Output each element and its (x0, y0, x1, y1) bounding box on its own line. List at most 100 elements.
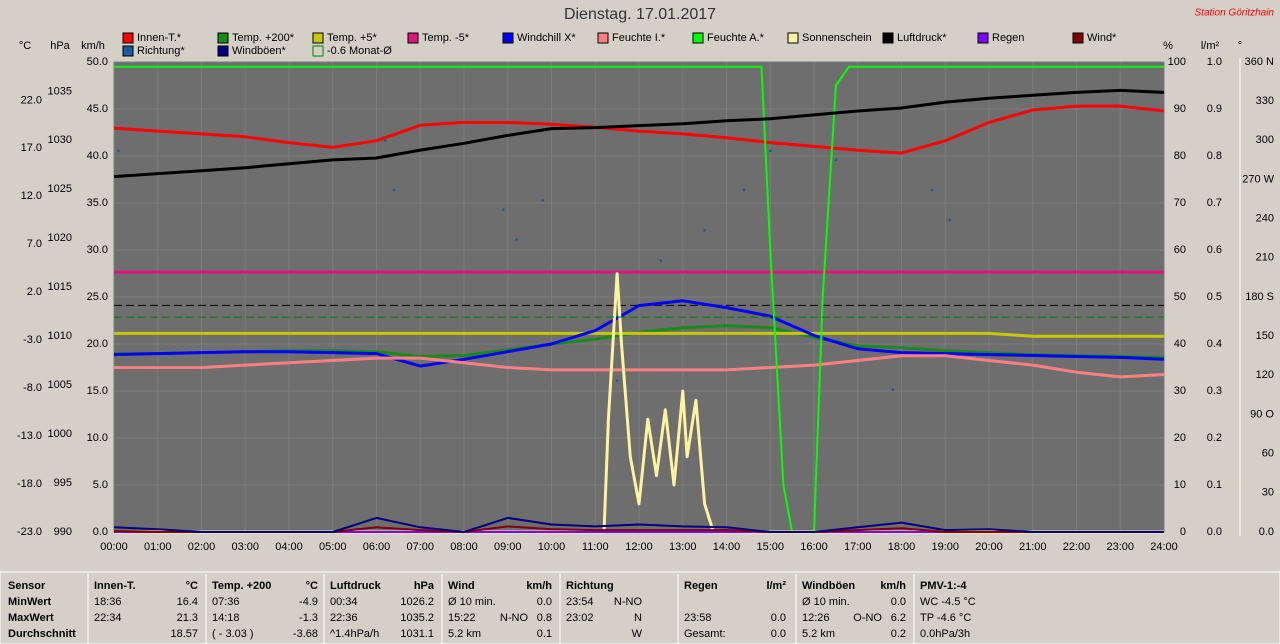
y-tick-label: 1030 (48, 134, 72, 146)
series-line (113, 88, 1165, 179)
legend-swatch (312, 32, 324, 44)
legend-swatch (122, 32, 134, 44)
x-tick-label: 21:00 (1019, 541, 1047, 553)
direction-dot (515, 238, 518, 241)
x-tick-label: 01:00 (144, 541, 172, 553)
y-tick-label: 990 (54, 526, 72, 538)
direction-dot (891, 388, 895, 391)
y-tick-label: 0.6 (1207, 244, 1222, 256)
table-cell: TP -4.6 °C (920, 612, 971, 624)
legend-label: -0.6 Monat-Ø (327, 45, 392, 57)
y-tick-label: 40 (1174, 338, 1186, 350)
y-tick-label: 1020 (48, 232, 72, 244)
table-cell: 1031.1 (400, 628, 434, 640)
x-tick-label: 24:00 (1150, 541, 1178, 553)
y-tick-label: -3.0 (23, 334, 42, 346)
direction-dot (392, 188, 396, 192)
x-tick-label: 07:00 (406, 541, 434, 553)
x-tick-label: 17:00 (844, 541, 872, 553)
series-line (113, 516, 1164, 533)
column-header: Temp. +200 (212, 580, 271, 592)
plot (113, 61, 1165, 534)
y-tick-label: 270 W (1242, 173, 1274, 185)
x-tick-label: 09:00 (494, 541, 522, 553)
y-tick-label: 80 (1174, 150, 1186, 162)
y-tick-label: 22.0 (21, 94, 42, 106)
table-cell: Gesamt: (684, 628, 726, 640)
y-tick-label: 5.0 (93, 479, 108, 491)
axis-unit: ° (1238, 40, 1242, 52)
y-tick-label: 120 (1256, 369, 1274, 381)
legend-label: Temp. -5* (422, 32, 470, 44)
y-tick-label: 7.0 (27, 238, 42, 250)
column-header: Windböen (802, 580, 855, 592)
y-tick-label: 240 (1256, 213, 1274, 225)
y-tick-label: -18.0 (17, 478, 42, 490)
table-cell: 16.4 (177, 596, 198, 608)
legend-swatch (882, 32, 894, 44)
legend-label: Sonnenschein (802, 32, 872, 44)
axis-unit: l/m² (1201, 40, 1220, 52)
stats-table (0, 571, 1280, 644)
table-cell: 22:36 (330, 612, 358, 624)
legend-swatch (312, 45, 324, 57)
y-tick-label: 1010 (48, 330, 72, 342)
y-tick-label: 1005 (48, 379, 72, 391)
y-tick-label: -23.0 (17, 526, 42, 538)
table-cell: 0.1 (537, 628, 552, 640)
y-tick-label: 330 (1256, 95, 1274, 107)
y-tick-label: 0.0 (1259, 526, 1274, 538)
series-line (113, 104, 1165, 155)
y-tick-label: 0.3 (1207, 385, 1222, 397)
y-tick-label: 1.0 (1207, 56, 1222, 68)
y-tick-label: 0 (1180, 526, 1186, 538)
legend-label: Windböen* (232, 45, 287, 57)
column-header: km/h (880, 580, 906, 592)
legend-label: Temp. +200* (232, 32, 295, 44)
y-tick-label: -13.0 (17, 430, 42, 442)
row-label: Sensor (8, 580, 46, 592)
legend-swatch (787, 32, 799, 44)
y-tick-label: 90 O (1250, 408, 1274, 420)
x-tick-label: 08:00 (450, 541, 478, 553)
legend-label: Temp. +5* (327, 32, 378, 44)
x-tick-label: 11:00 (582, 541, 609, 553)
column-header: km/h (526, 580, 552, 592)
x-tick-label: 03:00 (231, 541, 259, 553)
station-name: Station Göritzhain (1195, 8, 1275, 19)
table-cell: 22:34 (94, 612, 122, 624)
y-tick-label: 0.5 (1207, 291, 1222, 303)
table-cell: 0.0 (771, 612, 786, 624)
y-tick-label: 2.0 (27, 286, 42, 298)
x-tick-label: 18:00 (888, 541, 916, 553)
y-tick-label: 50 (1174, 291, 1186, 303)
y-tick-label: 35.0 (87, 197, 108, 209)
table-cell: Ø 10 min. (802, 596, 850, 608)
x-tick-label: 02:00 (188, 541, 216, 553)
x-tick-label: 10:00 (538, 541, 566, 553)
table-cell: 07:36 (212, 596, 240, 608)
table-cell: 23:54 (566, 596, 594, 608)
direction-dot (117, 149, 120, 153)
direction-dot (615, 379, 619, 382)
direction-dot (541, 199, 545, 202)
table-cell: 6.2 (891, 612, 906, 624)
direction-dot (383, 139, 387, 142)
y-tick-label: 10 (1174, 479, 1186, 491)
y-tick-label: 12.0 (21, 190, 42, 202)
legend-swatch (977, 32, 989, 44)
y-tick-label: 60 (1174, 244, 1186, 256)
column-header: l/m² (766, 580, 786, 592)
axis-unit: km/h (81, 40, 105, 52)
legend-swatch (692, 32, 704, 44)
y-tick-label: 1000 (48, 428, 72, 440)
column-header: Wind (448, 580, 475, 592)
table-cell: 0.8 (537, 612, 552, 624)
y-tick-label: 360 N (1245, 56, 1274, 68)
row-label: MaxWert (8, 612, 54, 624)
table-cell: 18:36 (94, 596, 122, 608)
y-tick-label: 25.0 (87, 291, 108, 303)
y-tick-label: 17.0 (21, 142, 42, 154)
y-tick-label: -8.0 (23, 382, 42, 394)
direction-dot (930, 188, 934, 192)
